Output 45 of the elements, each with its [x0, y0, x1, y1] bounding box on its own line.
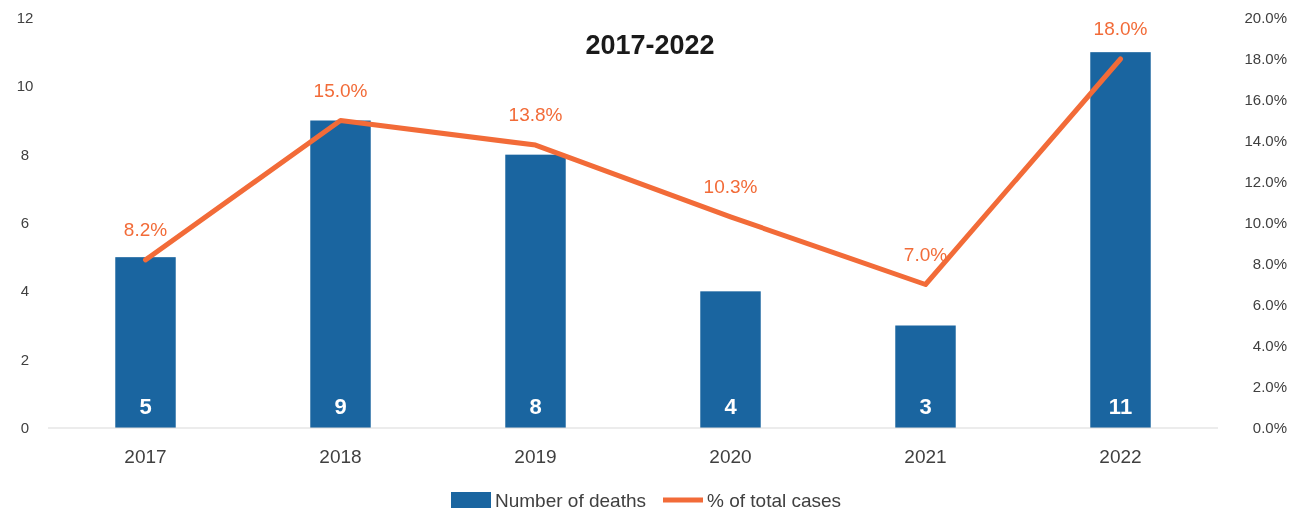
- x-tick-label: 2018: [319, 446, 362, 467]
- y2-tick-label: 4.0%: [1252, 337, 1287, 354]
- data-label: 10.3%: [703, 175, 758, 197]
- data-label: 3: [919, 394, 932, 419]
- y-tick-label: 6: [20, 214, 30, 231]
- data-label: 13.8%: [508, 104, 563, 126]
- y2-tick-label: 16.0%: [1244, 91, 1287, 108]
- y2-tick-label: 20.0%: [1244, 9, 1287, 26]
- bar: [115, 257, 176, 428]
- legend-label: Number of deaths: [495, 490, 647, 511]
- y-tick-label: 2: [20, 350, 30, 368]
- x-tick-label: 2022: [1099, 446, 1142, 467]
- x-tick-label: 2017: [124, 446, 167, 467]
- bar: [1090, 52, 1151, 428]
- data-label: 4: [724, 394, 738, 419]
- y2-tick-label: 6.0%: [1252, 296, 1287, 313]
- y2-tick-label: 14.0%: [1244, 132, 1287, 149]
- y-tick-label: 0: [20, 419, 30, 436]
- x-tick-label: 2020: [709, 446, 752, 467]
- data-label: 11: [1108, 394, 1133, 419]
- data-label: 8: [529, 394, 542, 419]
- y2-tick-label: 18.0%: [1244, 50, 1287, 67]
- legend-label: % of total cases: [707, 490, 842, 511]
- y-tick-label: 10: [16, 77, 34, 95]
- data-label: 8.2%: [123, 218, 168, 240]
- y2-tick-label: 0.0%: [1252, 419, 1287, 436]
- data-label: 7.0%: [903, 243, 948, 265]
- text: 2017-2022: [585, 30, 715, 60]
- y-tick-label: 4: [20, 282, 30, 300]
- y-tick-label: 8: [20, 145, 30, 163]
- y2-tick-label: 8.0%: [1252, 255, 1287, 272]
- x-tick-label: 2021: [904, 446, 947, 467]
- y2-tick-label: 12.0%: [1244, 173, 1287, 190]
- data-label: 5: [139, 394, 152, 419]
- bar: [700, 291, 761, 428]
- bar: [505, 154, 566, 428]
- y2-tick-label: 2.0%: [1252, 378, 1287, 395]
- data-label: 9: [334, 394, 347, 419]
- bar: [895, 325, 956, 428]
- y2-tick-label: 10.0%: [1244, 214, 1287, 231]
- bar: [310, 120, 371, 428]
- data-label: 18.0%: [1093, 18, 1148, 39]
- y-tick-label: 12: [16, 9, 34, 26]
- x-tick-label: 2019: [514, 446, 557, 467]
- data-label: 15.0%: [313, 79, 368, 101]
